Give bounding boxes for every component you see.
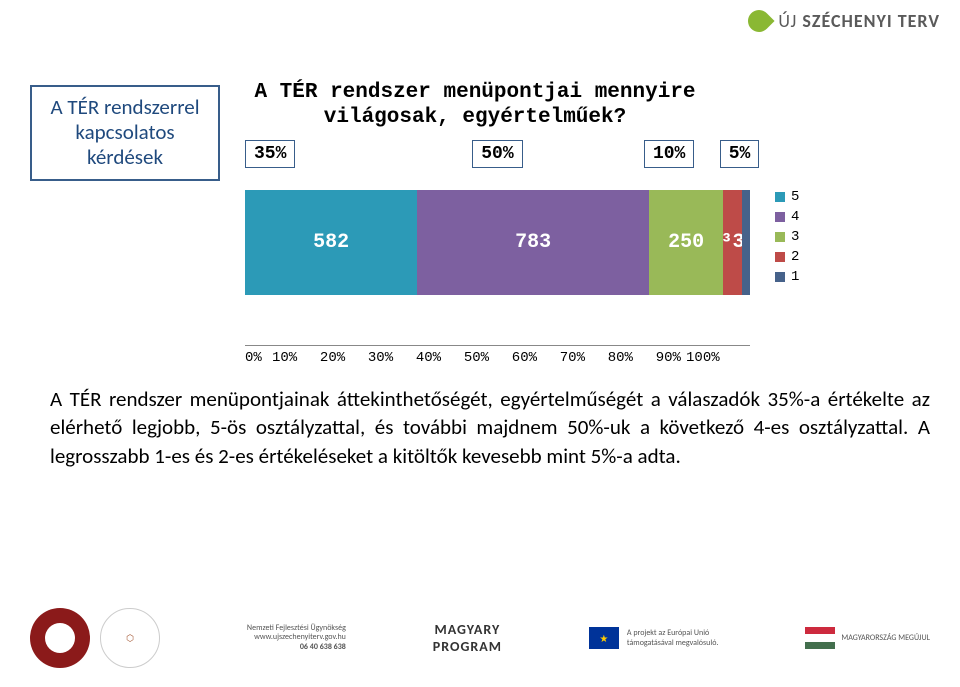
legend-item: 2	[775, 249, 799, 265]
footer-megujul: MAGYARORSZÁG MEGÚJUL	[841, 633, 930, 643]
footer-agency-tel: 06 40 638 638	[247, 643, 346, 653]
legend-label: 3	[791, 229, 799, 245]
footer-hu: MAGYARORSZÁG MEGÚJUL	[805, 627, 930, 649]
axis-tick: 50%	[464, 350, 489, 366]
chart-x-axis: 0% 10% 20% 30% 40% 50% 60% 70% 80% 90% 100%	[245, 345, 750, 366]
title-line-2: kapcsolatos	[38, 120, 212, 145]
axis-tick: 40%	[416, 350, 441, 366]
axis-tick: 0%	[245, 350, 262, 366]
legend-item: 3	[775, 229, 799, 245]
axis-tick: 20%	[320, 350, 345, 366]
brand-uj: ÚJ	[778, 10, 797, 32]
footer-program: MAGYARY PROGRAM	[433, 621, 502, 655]
brand-name: SZÉCHENYI TERV	[802, 10, 940, 32]
bar-segment-2: ³3	[723, 190, 742, 295]
legend-swatch	[775, 272, 785, 282]
brand-logo: ÚJ SZÉCHENYI TERV	[748, 10, 940, 32]
legend-swatch	[775, 252, 785, 262]
legend-label: 1	[791, 269, 799, 285]
bar-segment-5: 582	[245, 190, 417, 295]
legend-label: 5	[791, 189, 799, 205]
chart-annotation: 50%	[472, 140, 522, 168]
footer-badge-2: ⬡	[100, 608, 160, 668]
legend-swatch	[775, 232, 785, 242]
chart-annotation: 10%	[644, 140, 694, 168]
legend-swatch	[775, 192, 785, 202]
chart-annotation: 5%	[720, 140, 760, 168]
legend-item: 1	[775, 269, 799, 285]
axis-tick: 90%	[656, 350, 681, 366]
bar-segment-1	[742, 190, 750, 295]
title-line-1: A TÉR rendszerrel	[38, 95, 212, 120]
chart-annotations: 35%50%10%5%	[245, 140, 750, 170]
brand-text: ÚJ SZÉCHENYI TERV	[778, 10, 940, 32]
section-title-box: A TÉR rendszerrel kapcsolatos kérdések	[30, 85, 220, 181]
footer-eu: ★ A projekt az Európai Unió támogatásáva…	[589, 627, 719, 649]
bar-segment-3: 250	[649, 190, 723, 295]
axis-tick: 80%	[608, 350, 633, 366]
axis-tick: 10%	[272, 350, 297, 366]
chart-legend: 5 4 3 2 1	[775, 185, 799, 289]
footer-agency: Nemzeti Fejlesztési Ügynökség www.ujszec…	[247, 624, 346, 653]
hu-flag-icon	[805, 627, 835, 649]
footer: ⬡ Nemzeti Fejlesztési Ügynökség www.ujsz…	[0, 599, 960, 677]
leaf-icon	[744, 5, 775, 36]
footer-badge-1	[30, 608, 90, 668]
bar-segment-4: 783	[417, 190, 649, 295]
legend-item: 5	[775, 189, 799, 205]
legend-item: 4	[775, 209, 799, 225]
chart-annotation: 35%	[245, 140, 295, 168]
stacked-bar: 582783250³3	[245, 190, 750, 295]
axis-tick: 30%	[368, 350, 393, 366]
chart-title: A TÉR rendszer menüpontjai mennyire vilá…	[250, 80, 700, 130]
footer-right-text: A projekt az Európai Unió támogatásával …	[627, 628, 719, 648]
body-paragraph: A TÉR rendszer menüpontjainak áttekinthe…	[50, 385, 930, 470]
axis-tick: 60%	[512, 350, 537, 366]
eu-flag-icon: ★	[589, 627, 619, 649]
title-line-3: kérdések	[38, 145, 212, 170]
legend-swatch	[775, 212, 785, 222]
axis-tick: 100%	[686, 350, 720, 366]
legend-label: 2	[791, 249, 799, 265]
axis-tick: 70%	[560, 350, 585, 366]
legend-label: 4	[791, 209, 799, 225]
